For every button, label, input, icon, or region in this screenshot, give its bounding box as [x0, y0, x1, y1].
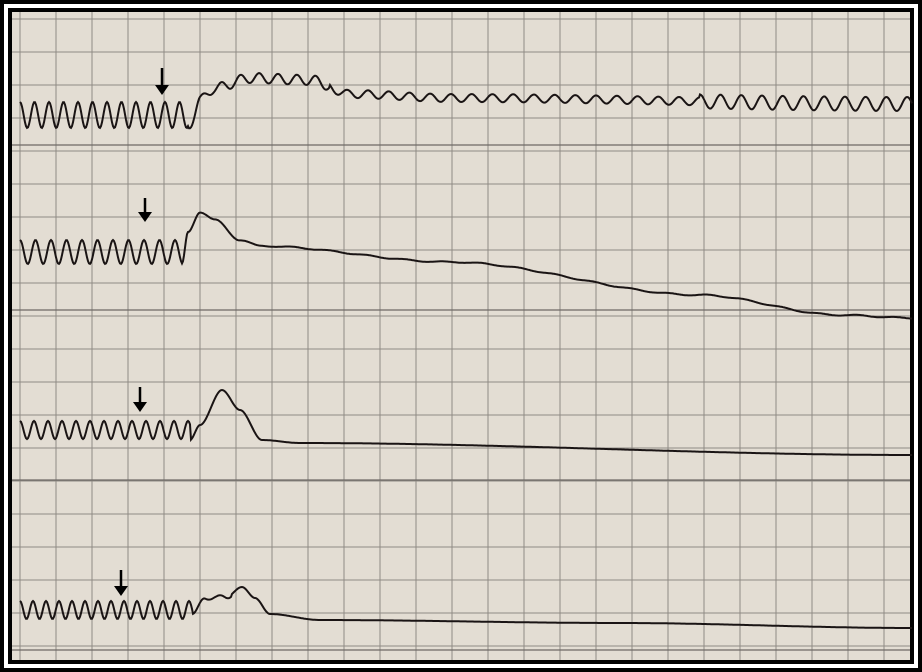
trace [19, 211, 913, 320]
arrow-head [133, 402, 147, 412]
paper [12, 12, 910, 660]
arrows [114, 68, 169, 596]
grid [12, 12, 910, 660]
arrow-head [155, 85, 169, 95]
arrow-head [114, 586, 128, 596]
arrow-head [138, 212, 152, 222]
trace [19, 585, 912, 629]
traces [19, 72, 913, 629]
trace [19, 388, 912, 456]
trace [19, 72, 913, 130]
